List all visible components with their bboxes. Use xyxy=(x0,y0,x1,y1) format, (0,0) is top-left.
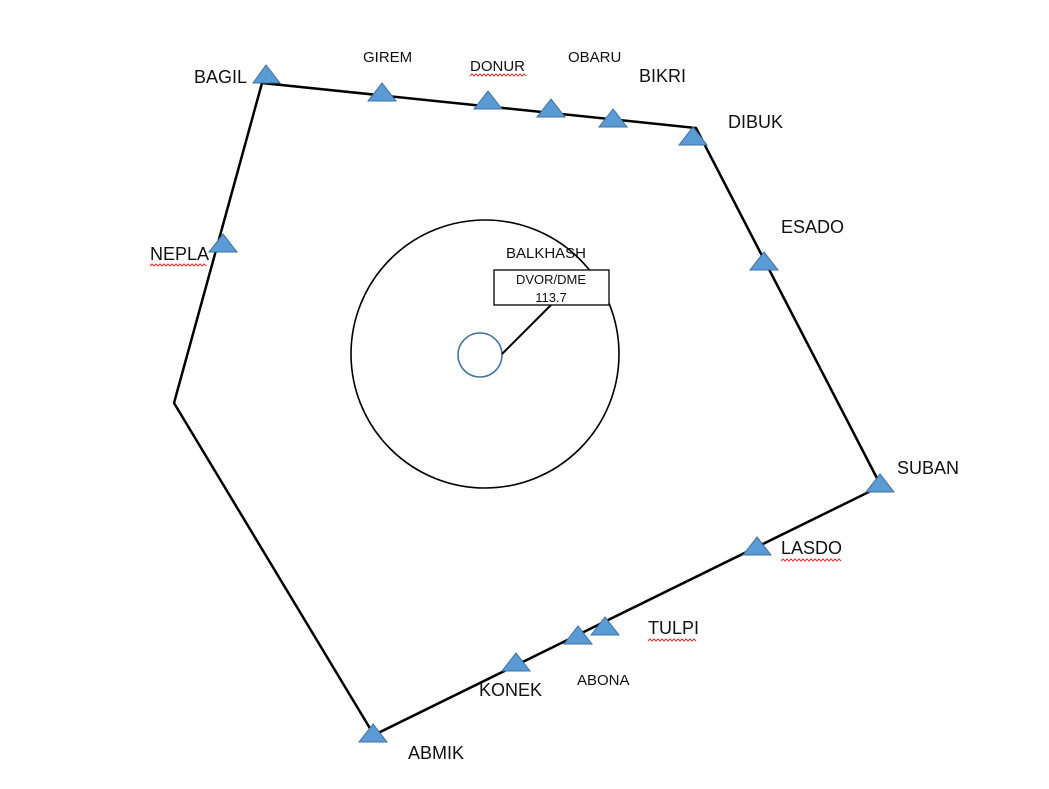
navaid-type: DVOR/DME xyxy=(516,272,586,287)
waypoint-triangle-girem xyxy=(368,83,396,101)
waypoint-label-lasdo: LASDO xyxy=(781,538,842,558)
waypoint-label-suban: SUBAN xyxy=(897,458,959,478)
waypoint-label-obaru: OBARU xyxy=(568,49,621,66)
waypoint-triangle-abmik xyxy=(359,724,387,742)
waypoint-label-abmik: ABMIK xyxy=(408,743,464,763)
waypoint-triangle-konek xyxy=(502,653,530,671)
navaid-leader-line xyxy=(502,304,552,354)
waypoint-triangle-lasdo xyxy=(743,537,771,555)
waypoint-label-esado: ESADO xyxy=(781,217,844,237)
spellcheck-underline-lasdo xyxy=(781,559,841,561)
waypoint-label-donur: DONUR xyxy=(470,58,525,75)
waypoint-triangle-bagil xyxy=(253,65,280,83)
navaid-center-circle xyxy=(458,333,502,377)
navaid-frequency: 113.7 xyxy=(535,290,567,305)
waypoint-label-dibuk: DIBUK xyxy=(728,112,783,132)
waypoint-triangle-obaru xyxy=(537,99,565,117)
waypoint-label-bagil: BAGIL xyxy=(194,67,247,87)
waypoint-triangle-donur xyxy=(474,91,502,109)
airspace-boundary xyxy=(174,83,881,735)
waypoint-label-tulpi: TULPI xyxy=(648,618,699,638)
waypoint-label-abona: ABONA xyxy=(577,672,630,689)
waypoint-label-girem: GIREM xyxy=(363,49,412,66)
navaid-name: BALKHASH xyxy=(506,245,586,262)
waypoint-label-bikri: BIKRI xyxy=(639,66,686,86)
waypoint-triangle-dibuk xyxy=(679,127,707,145)
waypoint-triangle-suban xyxy=(866,474,894,492)
waypoint-markers xyxy=(209,65,894,742)
spellcheck-underline-nepla xyxy=(150,264,206,266)
spellcheck-underline-tulpi xyxy=(648,639,696,641)
waypoint-triangle-nepla xyxy=(209,234,237,252)
waypoint-label-konek: KONEK xyxy=(479,680,542,700)
waypoint-label-nepla: NEPLA xyxy=(150,244,209,264)
waypoint-triangle-esado xyxy=(750,252,778,270)
